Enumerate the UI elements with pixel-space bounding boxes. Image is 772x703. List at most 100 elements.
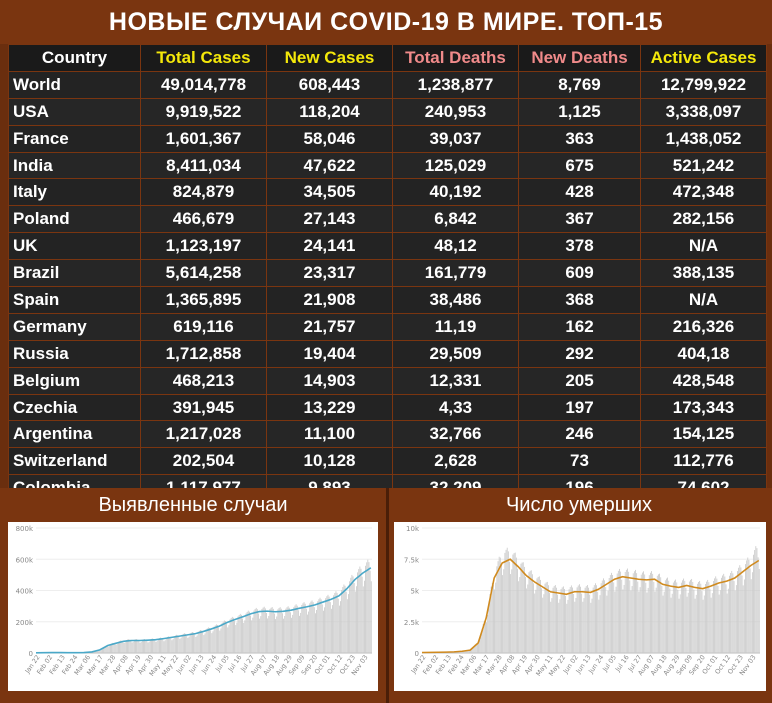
deaths-bar <box>471 649 473 653</box>
cases-bar <box>251 620 253 653</box>
cases-bar <box>317 601 319 653</box>
deaths-bar <box>680 582 682 653</box>
cases-bar <box>227 627 229 654</box>
cases-bar <box>163 641 165 653</box>
cases-bar <box>102 648 103 653</box>
cases-bar <box>321 604 323 653</box>
deaths-bar <box>700 583 702 653</box>
deaths-bar <box>599 595 601 653</box>
deaths-bar <box>611 572 612 653</box>
cell-new-cases: 58,046 <box>266 124 393 153</box>
deaths-bar <box>660 577 662 653</box>
cell-total-cases: 1,123,197 <box>140 232 267 261</box>
deaths-bar <box>644 574 646 653</box>
deaths-bar <box>701 591 703 653</box>
cases-bar <box>188 636 190 653</box>
cases-bar <box>229 619 231 653</box>
deaths-bar <box>616 573 618 653</box>
deaths-bar <box>757 557 759 653</box>
cell-country: Germany <box>8 312 141 341</box>
cell-new-deaths: 428 <box>518 178 641 207</box>
cell-active-cases: 472,348 <box>640 178 767 207</box>
cases-bar <box>99 650 101 653</box>
cell-new-deaths: 162 <box>518 312 641 341</box>
deaths-bar <box>475 643 477 653</box>
cell-country: Russia <box>8 339 141 368</box>
deaths-bar <box>578 584 580 653</box>
cell-active-cases: N/A <box>640 286 767 314</box>
cell-active-cases: 12,799,922 <box>640 70 767 99</box>
cases-bar <box>300 612 302 653</box>
header-new-cases: New Cases <box>266 44 393 72</box>
table-row: Switzerland 202,504 10,128 2,628 73 112,776 <box>8 447 767 476</box>
cell-total-deaths: 125,029 <box>392 151 519 180</box>
cases-bar <box>206 628 208 653</box>
cases-bar <box>287 606 289 653</box>
cases-bar <box>297 610 299 653</box>
cases-bar <box>141 639 143 653</box>
cell-active-cases: 282,156 <box>640 205 767 234</box>
cases-bar <box>275 619 276 653</box>
deaths-bar <box>629 580 631 653</box>
deaths-bar <box>568 589 570 653</box>
deaths-bar <box>521 562 523 653</box>
deaths-ytick-label: 5k <box>410 588 419 596</box>
deaths-bar <box>597 591 599 653</box>
cases-bar <box>107 646 109 653</box>
deaths-bar <box>595 583 596 653</box>
deaths-bar <box>746 560 748 653</box>
deaths-bar <box>502 575 503 653</box>
cases-bar <box>123 643 125 653</box>
deaths-bar <box>522 562 524 653</box>
deaths-bar <box>496 566 498 653</box>
deaths-bar <box>615 586 617 653</box>
covid-top15-table: Country Total Cases New Cases Total Deat… <box>8 44 767 503</box>
deaths-bar <box>569 587 571 653</box>
deaths-bar <box>729 575 730 653</box>
deaths-bar <box>464 650 466 653</box>
cell-total-deaths: 38,486 <box>392 286 519 314</box>
deaths-bar <box>533 583 534 653</box>
deaths-bar <box>718 594 720 653</box>
cell-total-cases: 49,014,778 <box>140 70 267 99</box>
deaths-bar <box>511 569 513 653</box>
deaths-bar <box>567 599 569 653</box>
header-active-cases: Active Cases <box>640 44 767 72</box>
cases-bar <box>98 650 100 653</box>
cases-bar <box>156 641 158 653</box>
deaths-bar <box>621 579 623 653</box>
deaths-bar <box>652 573 654 653</box>
cases-bar <box>358 569 360 653</box>
cases-bar <box>308 611 310 653</box>
page-title: НОВЫЕ СЛУЧАИ COVID-19 В МИРЕ. ТОП-15 <box>0 0 772 44</box>
cases-bar <box>247 610 249 653</box>
cell-total-cases: 1,601,367 <box>140 124 267 153</box>
deaths-bar <box>670 597 672 653</box>
header-total-deaths: Total Deaths <box>392 44 519 72</box>
deaths-bar <box>531 574 533 653</box>
deaths-bar <box>580 586 581 653</box>
cases-bar <box>96 650 98 653</box>
deaths-bar <box>549 592 550 653</box>
cases-bar <box>131 642 133 653</box>
deaths-bar <box>617 570 619 653</box>
deaths-bar <box>653 581 655 653</box>
cases-bar <box>121 640 123 653</box>
cases-bar <box>237 616 239 653</box>
deaths-bar <box>623 584 625 653</box>
table-row: Belgium 468,213 14,903 12,331 205 428,548 <box>8 366 767 395</box>
cases-bar <box>348 594 349 653</box>
cases-bar <box>286 607 288 653</box>
cases-bar <box>168 636 169 653</box>
cases-bar <box>276 616 278 653</box>
cell-new-deaths: 197 <box>518 393 641 422</box>
deaths-bar <box>543 594 545 653</box>
cases-bar <box>174 635 176 653</box>
deaths-bar <box>606 595 608 653</box>
cases-bar <box>338 605 340 653</box>
cell-active-cases: N/A <box>640 232 767 261</box>
cases-bar <box>333 595 335 653</box>
cell-new-cases: 47,622 <box>266 151 393 180</box>
cell-new-deaths: 368 <box>518 286 641 314</box>
cases-bar <box>140 641 142 653</box>
